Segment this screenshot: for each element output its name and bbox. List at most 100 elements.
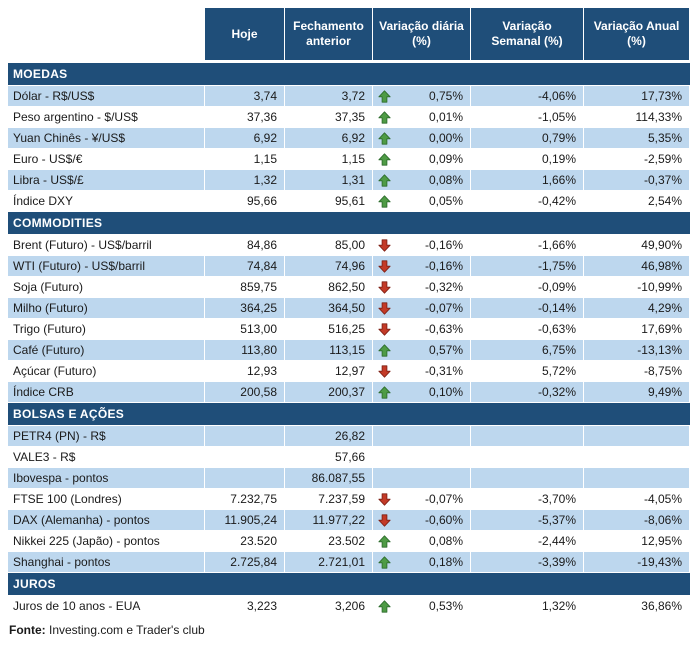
cell-variacao-anual: 17,69% [584, 319, 690, 340]
cell-hoje: 23.520 [205, 531, 285, 552]
cell-variacao-anual: 49,90% [584, 235, 690, 256]
cell-fechamento-anterior: 6,92 [285, 128, 373, 149]
cell-variacao-anual: -4,05% [584, 489, 690, 510]
section-header-moedas: MOEDAS [8, 63, 690, 86]
cell-variacao-diaria: -0,07% [373, 489, 471, 510]
table-row: Brent (Futuro) - US$/barril 84,86 85,00 -0,… [8, 235, 690, 256]
row-label: Milho (Futuro) [8, 298, 205, 319]
arrow-down-icon [377, 280, 391, 294]
arrow-placeholder [377, 471, 391, 485]
cell-variacao-diaria: 0,05% [373, 191, 471, 212]
cell-hoje: 3,223 [205, 596, 285, 617]
table-row: Trigo (Futuro) 513,00 516,25 -0,63% -0,63% 17… [8, 319, 690, 340]
section-header-bolsas-e-acoes: BOLSAS E AÇÕES [8, 403, 690, 426]
variacao-diaria-value: -0,32% [424, 280, 463, 294]
cell-fechamento-anterior: 1,15 [285, 149, 373, 170]
cell-variacao-semanal: 0,79% [471, 128, 584, 149]
cell-variacao-anual [584, 447, 690, 468]
cell-variacao-anual: 5,35% [584, 128, 690, 149]
arrow-down-icon [377, 513, 391, 527]
variacao-diaria-value: 0,09% [428, 152, 463, 166]
variacao-diaria-value: -0,07% [424, 492, 463, 506]
cell-variacao-diaria: 0,10% [373, 382, 471, 403]
arrow-down-icon [377, 322, 391, 336]
variacao-diaria-value: 0,08% [428, 534, 463, 548]
cell-fechamento-anterior: 862,50 [285, 277, 373, 298]
row-label: WTI (Futuro) - US$/barril [8, 256, 205, 277]
cell-hoje: 1,15 [205, 149, 285, 170]
row-label: Índice CRB [8, 382, 205, 403]
cell-variacao-semanal: -3,39% [471, 552, 584, 573]
cell-fechamento-anterior: 12,97 [285, 361, 373, 382]
cell-variacao-semanal: -0,32% [471, 382, 584, 403]
source-text: Investing.com e Trader's club [49, 623, 205, 637]
cell-variacao-semanal: -0,63% [471, 319, 584, 340]
arrow-up-icon [377, 385, 391, 399]
table-row: Índice CRB 200,58 200,37 0,10% -0,32% 9,49% [8, 382, 690, 403]
cell-fechamento-anterior: 74,96 [285, 256, 373, 277]
row-label: Libra - US$/£ [8, 170, 205, 191]
table-row: DAX (Alemanha) - pontos 11.905,24 11.977,2… [8, 510, 690, 531]
variacao-diaria-value: 0,10% [428, 385, 463, 399]
cell-hoje: 200,58 [205, 382, 285, 403]
row-label: PETR4 (PN) - R$ [8, 426, 205, 447]
cell-fechamento-anterior: 2.721,01 [285, 552, 373, 573]
arrow-up-icon [377, 110, 391, 124]
cell-hoje: 74,84 [205, 256, 285, 277]
cell-variacao-diaria: -0,16% [373, 256, 471, 277]
cell-variacao-diaria: 0,00% [373, 128, 471, 149]
cell-hoje: 7.232,75 [205, 489, 285, 510]
column-header-variacao-semanal: Variação Semanal (%) [471, 8, 584, 60]
cell-hoje: 12,93 [205, 361, 285, 382]
row-label: Peso argentino - $/US$ [8, 107, 205, 128]
arrow-up-icon [377, 173, 391, 187]
arrow-down-icon [377, 238, 391, 252]
row-label: Yuan Chinês - ¥/US$ [8, 128, 205, 149]
cell-variacao-semanal: -1,75% [471, 256, 584, 277]
table-row: Ibovespa - pontos 86.087,55 [8, 468, 690, 489]
row-label: Soja (Futuro) [8, 277, 205, 298]
variacao-diaria-value: -0,63% [424, 322, 463, 336]
variacao-diaria-value: -0,16% [424, 238, 463, 252]
arrow-up-icon [377, 131, 391, 145]
cell-variacao-diaria: 0,08% [373, 170, 471, 191]
cell-variacao-anual: 2,54% [584, 191, 690, 212]
variacao-diaria-value: -0,16% [424, 259, 463, 273]
cell-hoje: 1,32 [205, 170, 285, 191]
cell-variacao-semanal [471, 468, 584, 489]
source-note: Fonte: Investing.com e Trader's club [8, 617, 690, 645]
cell-variacao-anual: 46,98% [584, 256, 690, 277]
variacao-diaria-value: 0,00% [428, 131, 463, 145]
cell-variacao-diaria: 0,18% [373, 552, 471, 573]
table-row: Libra - US$/£ 1,32 1,31 0,08% 1,66% -0,37% [8, 170, 690, 191]
cell-variacao-semanal: 1,66% [471, 170, 584, 191]
table-row: Nikkei 225 (Japão) - pontos 23.520 23.502 0… [8, 531, 690, 552]
column-header-variacao-diaria: Variação diária (%) [373, 8, 471, 60]
cell-hoje: 11.905,24 [205, 510, 285, 531]
section-header-juros: JUROS [8, 573, 690, 596]
cell-variacao-anual: -13,13% [584, 340, 690, 361]
cell-variacao-semanal: -0,14% [471, 298, 584, 319]
cell-variacao-anual: -2,59% [584, 149, 690, 170]
cell-variacao-diaria [373, 426, 471, 447]
cell-variacao-semanal: 1,32% [471, 596, 584, 617]
cell-variacao-anual: -8,75% [584, 361, 690, 382]
column-header-hoje: Hoje [205, 8, 285, 60]
cell-variacao-semanal [471, 426, 584, 447]
cell-variacao-semanal: -4,06% [471, 86, 584, 107]
cell-fechamento-anterior: 7.237,59 [285, 489, 373, 510]
table-row: FTSE 100 (Londres) 7.232,75 7.237,59 -0,07%… [8, 489, 690, 510]
row-label: Índice DXY [8, 191, 205, 212]
cell-variacao-semanal: -5,37% [471, 510, 584, 531]
markets-table: Hoje Fechamento anterior Variação diária… [8, 8, 690, 617]
cell-fechamento-anterior: 23.502 [285, 531, 373, 552]
arrow-down-icon [377, 364, 391, 378]
table-row: WTI (Futuro) - US$/barril 74,84 74,96 -0,16… [8, 256, 690, 277]
cell-fechamento-anterior: 57,66 [285, 447, 373, 468]
variacao-diaria-value: -0,31% [424, 364, 463, 378]
cell-variacao-anual [584, 468, 690, 489]
row-label: DAX (Alemanha) - pontos [8, 510, 205, 531]
table-row: Índice DXY 95,66 95,61 0,05% -0,42% 2,54% [8, 191, 690, 212]
